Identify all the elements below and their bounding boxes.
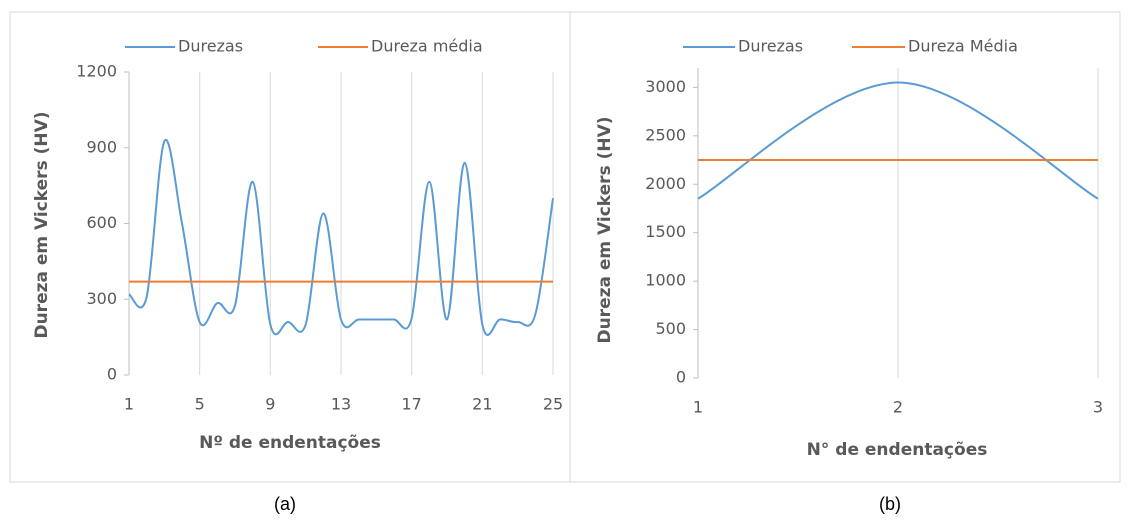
caption: (a): [274, 494, 296, 514]
x-tick-label: 1: [124, 395, 134, 414]
x-tick-label: 25: [543, 395, 563, 414]
y-tick-label: 900: [86, 137, 117, 156]
x-tick-label: 13: [331, 395, 351, 414]
caption: (b): [879, 494, 901, 514]
x-tick-label: 5: [195, 395, 205, 414]
x-axis-title: N° de endentações: [807, 440, 988, 460]
x-tick-label: 9: [265, 395, 275, 414]
y-tick-label: 1200: [76, 62, 117, 81]
y-tick-label: 0: [107, 365, 117, 384]
y-tick-label: 3000: [645, 77, 686, 96]
y-tick-label: 1000: [645, 271, 686, 290]
line-series: [128, 138, 554, 336]
panel-b: [569, 11, 1121, 483]
y-tick-label: 2500: [645, 125, 686, 144]
x-tick-label: 1: [693, 398, 703, 417]
y-tick-label: 600: [86, 213, 117, 232]
y-tick-label: 1500: [645, 222, 686, 241]
y-axis-title: Dureza em Vickers (HV): [32, 111, 52, 338]
legend-label: Dureza média: [371, 37, 483, 56]
legend-label: Dureza Média: [908, 37, 1018, 56]
x-tick-label: 2: [893, 398, 903, 417]
x-axis-title: Nº de endentações: [199, 433, 381, 453]
line-series: [697, 81, 1099, 200]
legend-label: Durezas: [738, 37, 803, 56]
panel-a: [9, 11, 571, 483]
legend-label: Durezas: [178, 37, 243, 56]
x-tick-label: 21: [472, 395, 492, 414]
x-tick-label: 3: [1093, 398, 1103, 417]
x-tick-label: 17: [401, 395, 421, 414]
y-tick-label: 500: [655, 319, 686, 338]
y-tick-label: 300: [86, 289, 117, 308]
y-tick-label: 2000: [645, 174, 686, 193]
y-axis-title: Dureza em Vickers (HV): [595, 116, 615, 343]
y-tick-label: 0: [676, 368, 686, 387]
